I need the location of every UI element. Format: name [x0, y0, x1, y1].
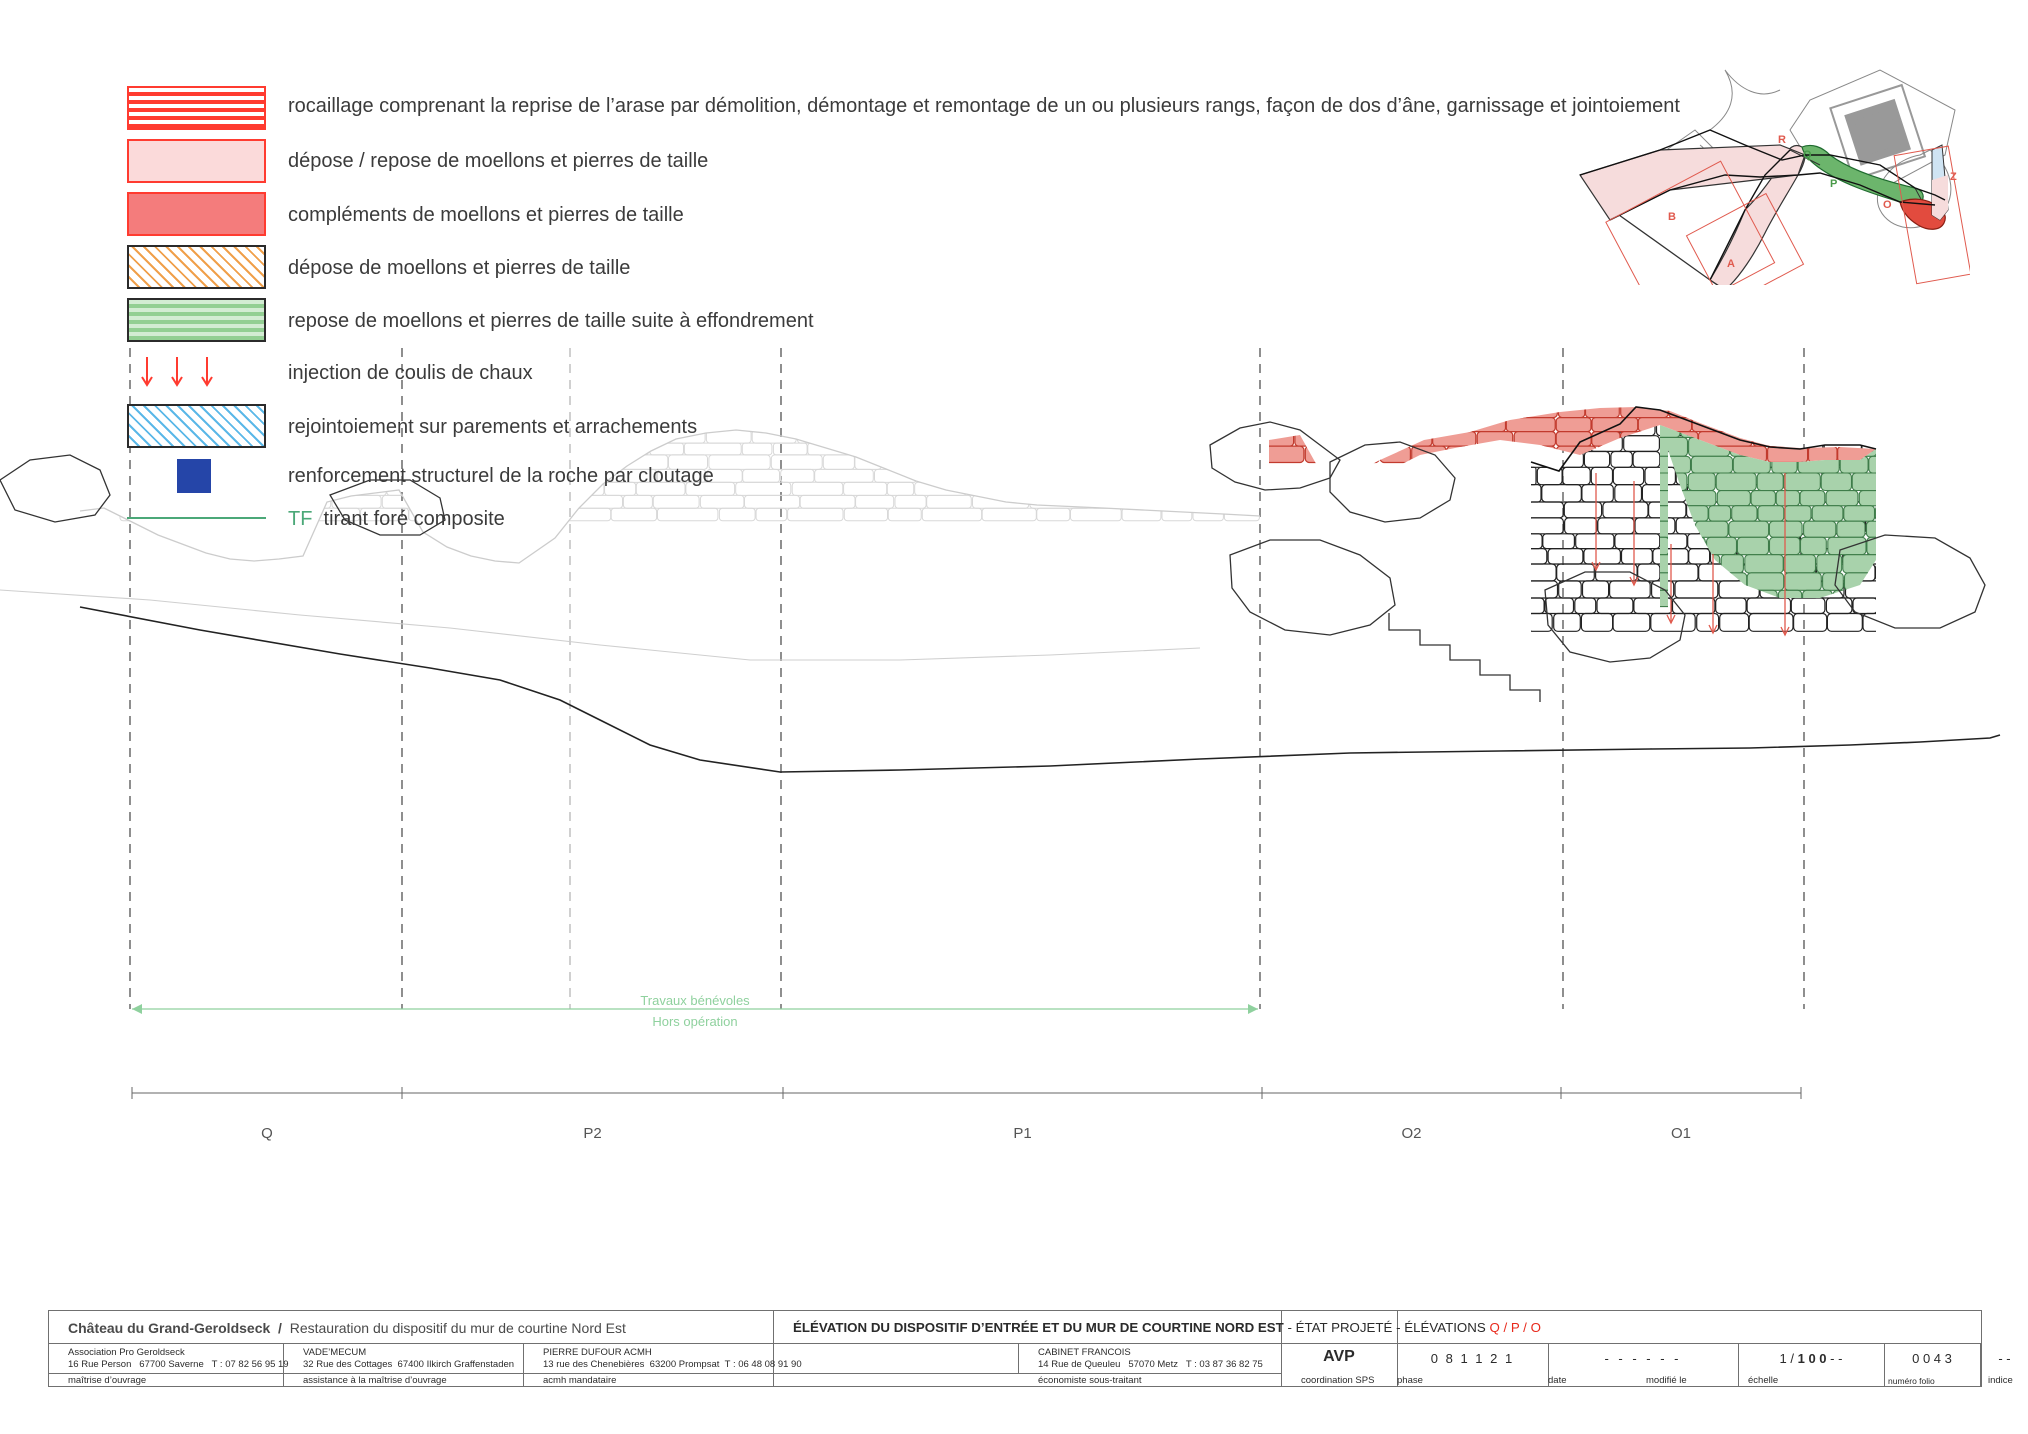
- svg-text:Travaux bénévoles: Travaux bénévoles: [640, 993, 750, 1008]
- svg-text:P: P: [1830, 178, 1837, 190]
- svg-text:Hors opération: Hors opération: [652, 1014, 737, 1029]
- svg-text:B: B: [1668, 211, 1676, 223]
- svg-text:R: R: [1778, 134, 1786, 146]
- svg-text:O2: O2: [1401, 1125, 1421, 1142]
- svg-text:O: O: [1883, 199, 1892, 211]
- svg-text:A: A: [1727, 258, 1735, 270]
- svg-text:Z: Z: [1950, 171, 1957, 183]
- svg-text:P2: P2: [583, 1125, 601, 1142]
- svg-text:Q: Q: [1803, 149, 1812, 161]
- svg-text:Q: Q: [261, 1125, 273, 1142]
- svg-text:O1: O1: [1671, 1125, 1691, 1142]
- svg-text:P1: P1: [1013, 1125, 1031, 1142]
